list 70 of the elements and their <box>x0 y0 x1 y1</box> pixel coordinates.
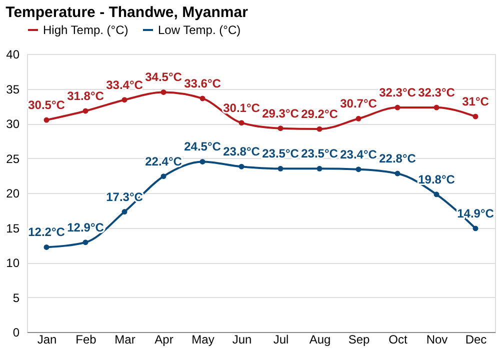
point <box>278 126 284 132</box>
data-label: 30.1°C <box>223 100 260 115</box>
point <box>200 158 206 164</box>
point <box>122 97 128 103</box>
x-tick-label: Aug <box>309 332 331 346</box>
point <box>160 89 166 95</box>
data-label: 31°C <box>462 94 490 109</box>
data-label: 22.8°C <box>379 152 416 166</box>
data-label: 29.3°C <box>262 106 300 120</box>
data-label: 31.8°C <box>67 88 104 103</box>
y-tick-label: 35 <box>6 82 20 96</box>
data-label: 29.2°C <box>301 107 338 122</box>
point <box>316 166 322 172</box>
point <box>394 104 400 110</box>
point <box>434 104 440 110</box>
x-tick-label: Nov <box>426 332 448 346</box>
y-tick-label: 20 <box>6 186 20 200</box>
x-tick-label: Oct <box>388 332 408 346</box>
data-label: 30.5°C <box>28 98 66 112</box>
y-tick-label: 0 <box>12 326 20 340</box>
x-tick-label: Sep <box>348 332 370 346</box>
y-tick-label: 5 <box>12 290 20 305</box>
data-label: 12.2°C <box>28 225 66 240</box>
data-label: 23.5°C <box>262 146 300 161</box>
point <box>472 226 478 232</box>
data-label: 19.8°C <box>418 172 456 186</box>
point <box>44 244 50 250</box>
data-label: 34.5°C <box>145 70 182 84</box>
point <box>434 192 440 198</box>
x-tick-label: Jul <box>273 332 289 346</box>
point <box>200 96 206 102</box>
point <box>82 108 88 114</box>
y-tick-label: 15 <box>6 221 20 236</box>
x-tick-label: Mar <box>114 332 136 346</box>
data-label: 22.4°C <box>145 154 182 168</box>
y-tick-label: 25 <box>6 152 20 166</box>
data-label: 33.6°C <box>184 76 222 90</box>
point <box>82 240 88 246</box>
y-tick-label: 40 <box>6 48 20 62</box>
point <box>356 116 362 122</box>
point <box>160 174 166 180</box>
data-label: 23.8°C <box>223 144 260 159</box>
y-tick-label: 10 <box>6 256 20 270</box>
point <box>356 166 362 172</box>
data-label: 30.7°C <box>340 96 378 111</box>
point <box>316 126 322 132</box>
data-label: 23.4°C <box>340 147 378 162</box>
x-tick-label: Feb <box>76 332 97 346</box>
x-tick-label: Jun <box>232 332 252 346</box>
chart-title: Temperature - Thandwe, Myanmar <box>6 4 248 21</box>
data-label: 33.4°C <box>106 78 144 92</box>
x-tick-label: Dec <box>465 332 487 346</box>
data-label: 23.5°C <box>301 146 338 161</box>
point <box>122 209 128 214</box>
x-tick-label: Jan <box>37 332 57 346</box>
data-label: 32.3°C <box>418 86 456 100</box>
point <box>394 170 400 176</box>
x-tick-label: Apr <box>154 332 174 346</box>
point <box>278 166 284 172</box>
legend-label: Low Temp. (°C) <box>158 23 241 37</box>
point <box>238 164 244 170</box>
legend-label: High Temp. (°C) <box>43 23 128 37</box>
data-label: 32.3°C <box>379 86 416 100</box>
data-label: 12.9°C <box>67 220 104 234</box>
point <box>472 114 478 120</box>
x-tick-label: May <box>192 332 214 346</box>
point <box>238 120 244 126</box>
y-tick-label: 30 <box>6 117 20 131</box>
point <box>44 117 50 123</box>
data-label: 24.5°C <box>184 140 222 154</box>
